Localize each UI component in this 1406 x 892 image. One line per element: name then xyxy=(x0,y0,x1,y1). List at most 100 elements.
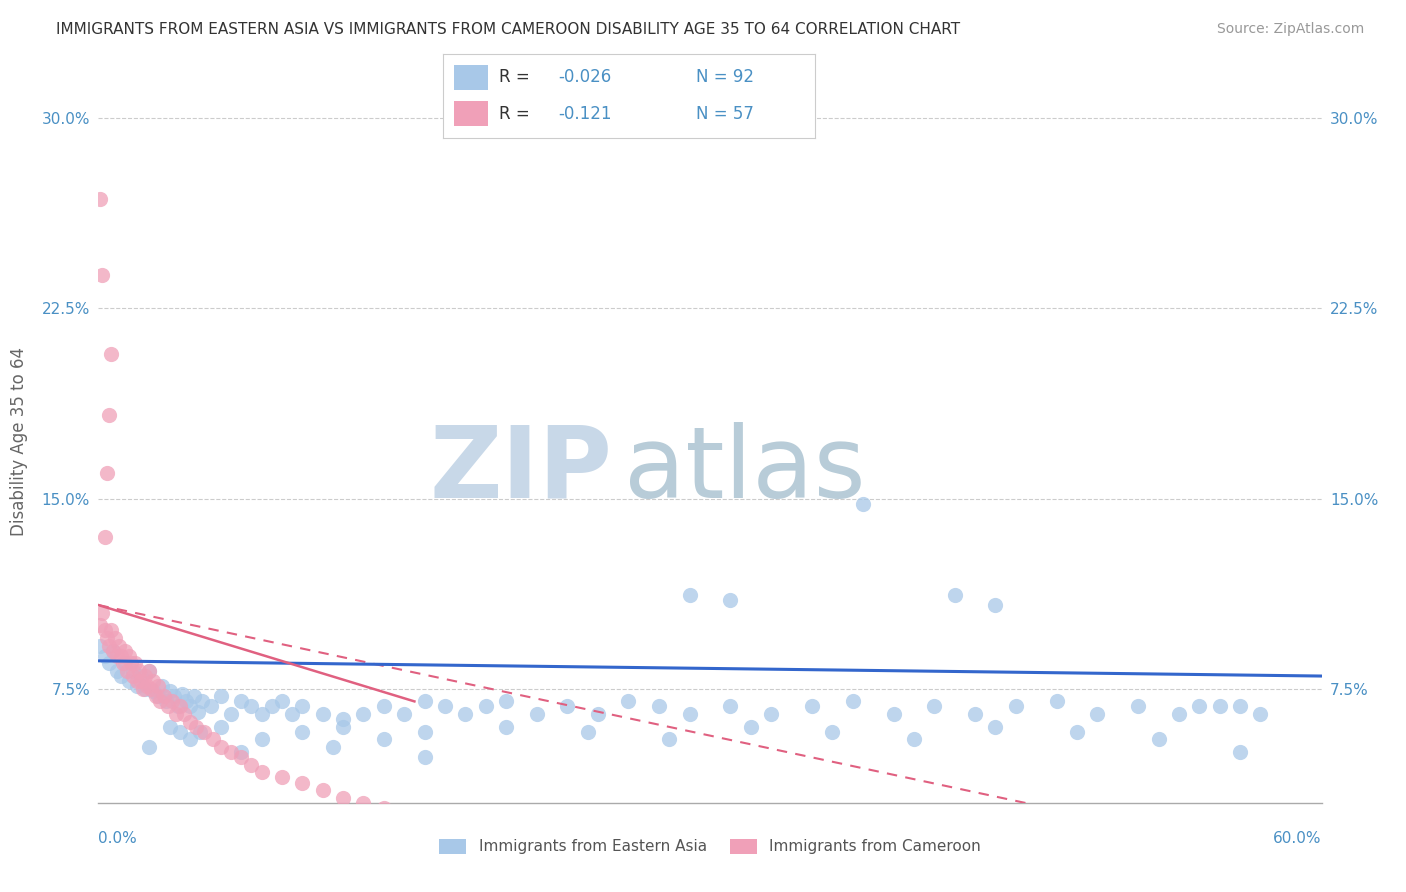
Point xyxy=(167,699,190,714)
Point xyxy=(526,707,548,722)
Point xyxy=(127,679,149,693)
Text: R =: R = xyxy=(499,104,530,123)
Point xyxy=(129,669,152,683)
Point xyxy=(134,669,156,683)
Point xyxy=(454,707,477,722)
Point xyxy=(128,664,150,678)
Point xyxy=(187,705,209,719)
Point xyxy=(209,739,232,754)
Point xyxy=(105,648,128,663)
Point xyxy=(322,739,344,754)
Point xyxy=(89,639,111,653)
Point xyxy=(132,681,155,696)
Text: -0.121: -0.121 xyxy=(558,104,612,123)
Point xyxy=(146,679,169,693)
Point xyxy=(142,684,165,698)
Point xyxy=(209,720,232,734)
Point xyxy=(270,771,294,785)
Point xyxy=(97,639,120,653)
Point xyxy=(91,606,114,620)
Point xyxy=(173,707,195,722)
Point xyxy=(413,724,436,739)
Text: -0.026: -0.026 xyxy=(558,69,612,87)
Point xyxy=(149,694,172,708)
Point xyxy=(1045,694,1069,708)
Text: 60.0%: 60.0% xyxy=(1274,830,1322,846)
Point xyxy=(852,497,875,511)
Point xyxy=(270,694,294,708)
Point xyxy=(231,745,253,759)
Point xyxy=(231,694,253,708)
Point xyxy=(555,699,579,714)
Text: N = 57: N = 57 xyxy=(696,104,754,123)
Point xyxy=(434,699,457,714)
Point xyxy=(240,757,263,772)
Point xyxy=(111,657,134,671)
Point xyxy=(97,408,120,422)
Legend: Immigrants from Eastern Asia, Immigrants from Cameroon: Immigrants from Eastern Asia, Immigrants… xyxy=(433,832,987,861)
Point xyxy=(155,694,177,708)
Point xyxy=(108,639,131,653)
Point xyxy=(114,643,136,657)
Point xyxy=(96,631,118,645)
Point xyxy=(761,707,783,722)
Point xyxy=(138,664,160,678)
Point xyxy=(231,750,253,764)
Point xyxy=(903,732,925,747)
Point xyxy=(883,707,905,722)
Point xyxy=(965,707,987,722)
Point xyxy=(576,724,599,739)
Point xyxy=(179,732,201,747)
Point xyxy=(291,724,314,739)
Point xyxy=(281,707,304,722)
Point xyxy=(127,674,149,689)
Point xyxy=(586,707,609,722)
Point xyxy=(134,681,156,696)
Text: R =: R = xyxy=(499,69,530,87)
Point xyxy=(191,694,214,708)
Point xyxy=(718,699,742,714)
Point xyxy=(124,657,146,671)
Point xyxy=(110,669,132,683)
Point xyxy=(1229,699,1251,714)
Point xyxy=(120,657,142,671)
Point xyxy=(209,690,232,704)
Point xyxy=(104,631,127,645)
Point xyxy=(332,712,354,726)
Point xyxy=(145,690,167,704)
Point xyxy=(122,669,145,683)
Point xyxy=(1128,699,1150,714)
Point xyxy=(1249,707,1271,722)
Point xyxy=(373,699,395,714)
Point xyxy=(174,694,197,708)
Point xyxy=(110,648,132,663)
Point xyxy=(160,694,183,708)
Point xyxy=(91,268,114,283)
Point xyxy=(718,593,742,607)
Point xyxy=(821,724,844,739)
Point xyxy=(193,724,215,739)
Point xyxy=(101,643,124,657)
Point xyxy=(169,724,191,739)
Point xyxy=(495,720,517,734)
Text: IMMIGRANTS FROM EASTERN ASIA VS IMMIGRANTS FROM CAMEROON DISABILITY AGE 35 TO 64: IMMIGRANTS FROM EASTERN ASIA VS IMMIGRAN… xyxy=(56,22,960,37)
Point xyxy=(169,699,191,714)
Point xyxy=(152,690,174,704)
Point xyxy=(474,821,498,835)
Point xyxy=(115,664,138,678)
FancyBboxPatch shape xyxy=(454,64,488,90)
Point xyxy=(150,679,173,693)
Point xyxy=(89,618,111,632)
Point xyxy=(138,739,160,754)
Point xyxy=(413,750,436,764)
Point xyxy=(413,694,436,708)
Point xyxy=(740,720,762,734)
Point xyxy=(332,720,354,734)
Point xyxy=(495,694,517,708)
Point xyxy=(170,687,193,701)
Point xyxy=(373,732,395,747)
Point xyxy=(648,699,671,714)
Point xyxy=(165,707,187,722)
Point xyxy=(576,834,599,848)
Point xyxy=(352,796,374,810)
